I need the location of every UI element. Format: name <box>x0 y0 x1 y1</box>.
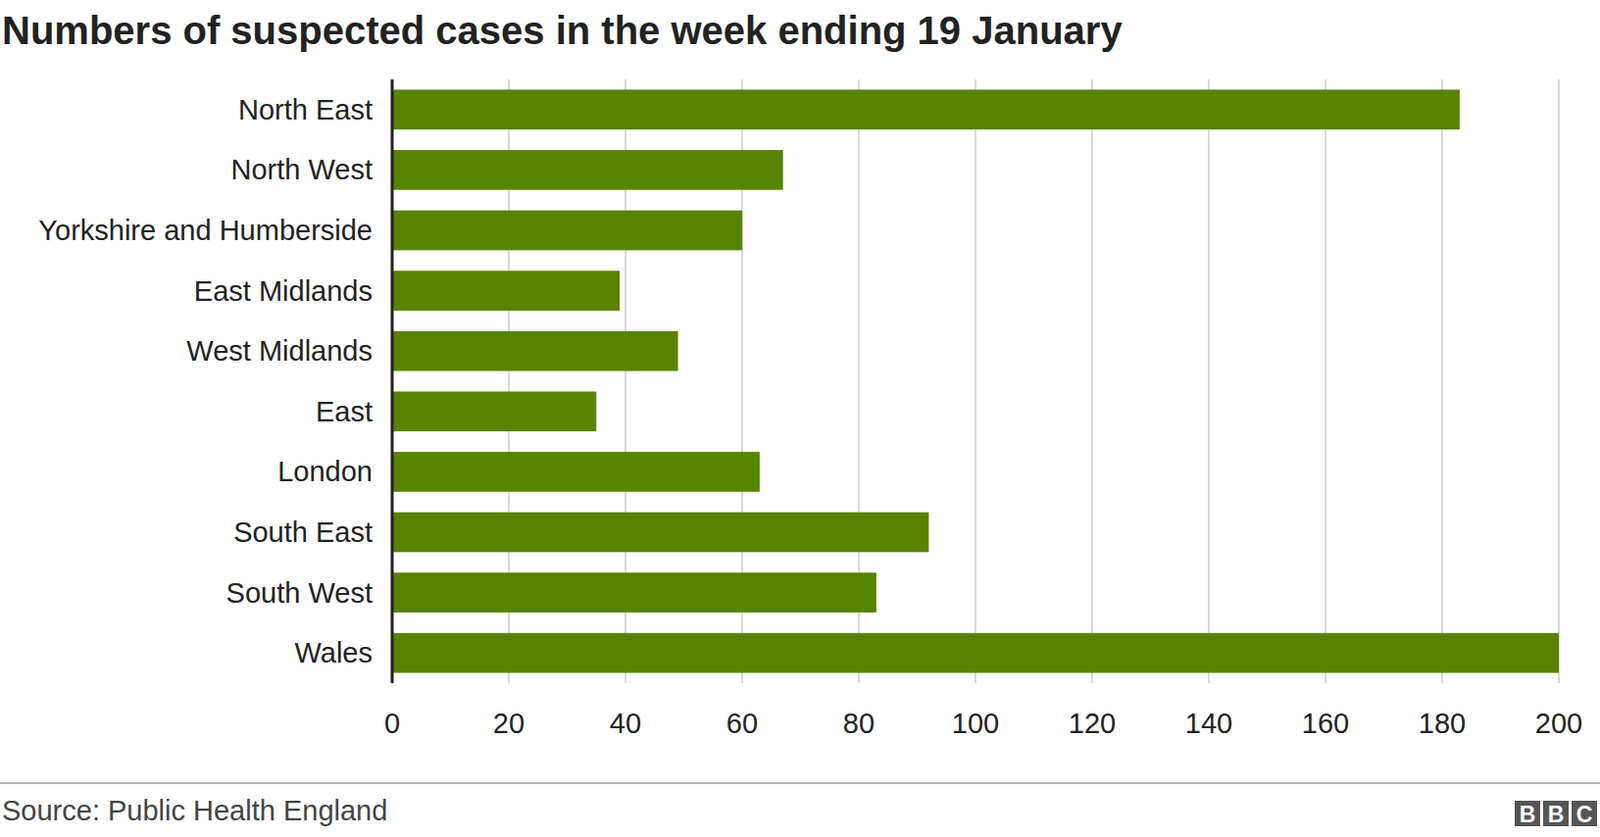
bar <box>392 512 929 553</box>
category-label: West Midlands <box>186 335 373 367</box>
source: Source: Public Health England <box>1 795 388 827</box>
grid-line <box>974 79 977 684</box>
grid-line <box>391 79 394 684</box>
bar <box>392 210 743 251</box>
tick-label: 20 <box>493 707 525 740</box>
footer-rule <box>0 782 1600 785</box>
category-label: East Midlands <box>194 275 373 307</box>
bars <box>392 89 1559 673</box>
logo-box <box>1514 800 1541 827</box>
logo-letter: C <box>1576 801 1594 828</box>
category-label: South West <box>226 577 373 609</box>
category-label: South East <box>233 516 373 549</box>
tick-label: 100 <box>951 707 1000 740</box>
grid-line <box>1557 79 1560 684</box>
axis-line <box>391 79 395 684</box>
category-label: Wales <box>295 637 374 669</box>
bar <box>392 331 679 372</box>
grid-line <box>1441 79 1444 684</box>
bar <box>392 451 760 493</box>
grid-line <box>1091 79 1094 684</box>
category-label: Yorkshire and Humberside <box>38 214 373 247</box>
title: Numbers of suspected cases in the week e… <box>1 8 1123 52</box>
bar <box>392 391 597 432</box>
tick-label: 60 <box>726 707 758 740</box>
grid <box>392 79 1559 684</box>
chart-container: Numbers of suspected cases in the week e… <box>0 0 1600 837</box>
grid-line <box>1207 79 1210 684</box>
logo-box <box>1543 800 1569 827</box>
tick-label: 140 <box>1185 707 1233 740</box>
category-label: North West <box>230 153 373 186</box>
tick-label: 160 <box>1301 707 1350 740</box>
category-label: North East <box>238 94 373 126</box>
grid-line <box>1324 79 1327 684</box>
tick-label: 80 <box>843 707 875 740</box>
bar <box>392 572 877 613</box>
tick-label: 180 <box>1418 707 1466 740</box>
bar <box>392 270 620 311</box>
logo-box <box>1571 800 1598 827</box>
category-label: London <box>277 455 373 488</box>
tick-label: 40 <box>609 707 642 740</box>
chart-svg: Numbers of suspected cases in the week e… <box>0 0 1600 837</box>
logo-letter: B <box>1548 801 1565 828</box>
tick-label: 0 <box>384 707 400 740</box>
bar <box>392 633 1559 674</box>
tick-label: 200 <box>1535 707 1583 740</box>
category-label: East <box>315 396 373 428</box>
logo: BBC <box>1514 800 1598 828</box>
bar <box>392 150 784 191</box>
tick-label: 120 <box>1068 707 1116 740</box>
logo-letter: B <box>1519 801 1537 828</box>
bar <box>392 89 1460 130</box>
